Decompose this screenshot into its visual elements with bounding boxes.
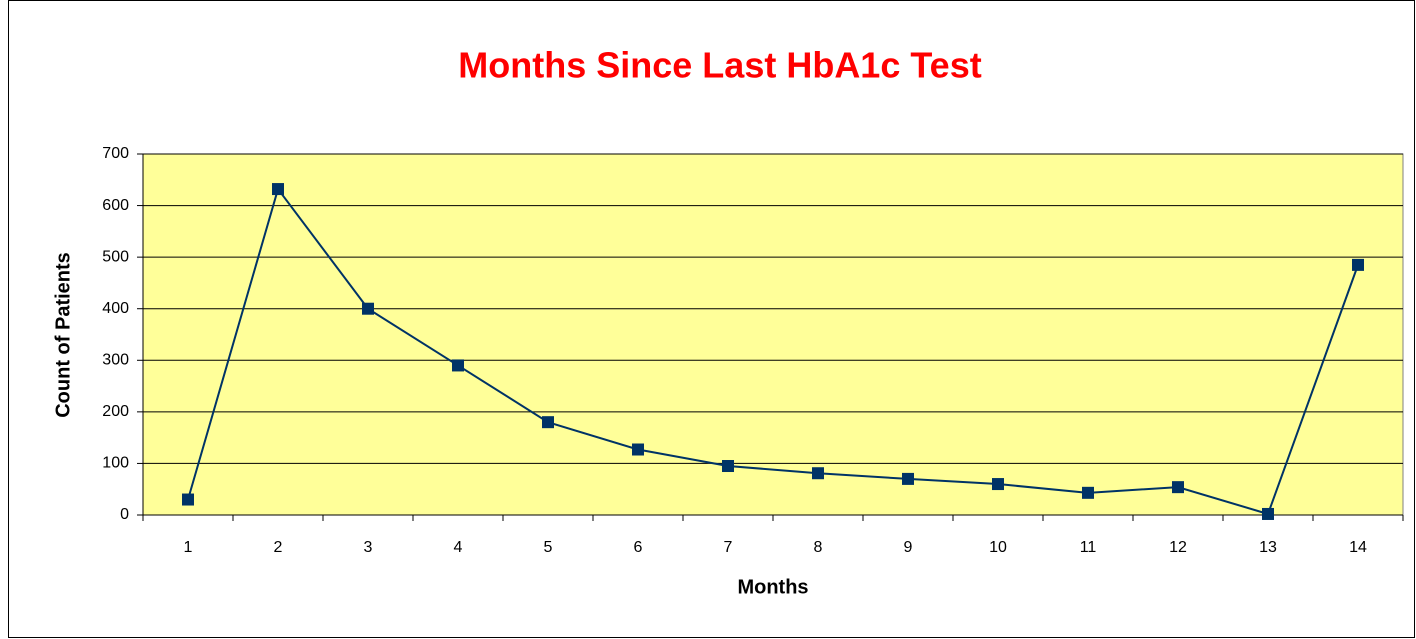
x-tick-label: 14: [1349, 539, 1367, 556]
x-tick-label: 13: [1259, 539, 1277, 556]
point-marker: [992, 478, 1004, 491]
x-tick-label: 9: [904, 539, 913, 556]
y-tick-label: 0: [120, 506, 129, 523]
x-tick-label: 2: [274, 539, 283, 556]
x-tick-label: 6: [634, 539, 643, 556]
point-marker: [722, 460, 734, 473]
x-tick-label: 10: [989, 539, 1007, 556]
x-tick-label: 3: [364, 539, 373, 556]
point-marker: [362, 302, 374, 315]
y-tick-label: 400: [102, 300, 129, 317]
y-tick-label: 500: [102, 248, 129, 265]
y-tick-label: 700: [102, 145, 129, 162]
chart-title: Months Since Last HbA1c Test: [458, 45, 981, 86]
x-tick-label: 11: [1080, 539, 1097, 556]
point-marker: [902, 472, 914, 485]
y-tick-label: 100: [102, 455, 129, 472]
y-tick-label: 200: [102, 403, 129, 420]
point-marker: [542, 416, 554, 429]
point-marker: [182, 493, 194, 506]
x-axis-label: Months: [737, 576, 808, 598]
point-marker: [272, 183, 284, 196]
point-marker: [452, 359, 464, 372]
x-tick-label: 4: [454, 539, 463, 556]
x-tick-label: 7: [724, 539, 733, 556]
x-tick-label: 12: [1169, 539, 1187, 556]
point-marker: [812, 467, 824, 480]
y-axis-label: Count of Patients: [52, 252, 74, 418]
plot-area: [142, 153, 1404, 516]
point-marker: [1082, 486, 1094, 499]
point-marker: [1262, 507, 1274, 520]
y-tick-label: 300: [102, 352, 129, 369]
y-tick-label: 600: [102, 197, 129, 214]
series-line: [187, 186, 1359, 516]
x-tick-label: 8: [814, 539, 823, 556]
x-tick-label: 5: [544, 539, 553, 556]
point-marker: [1172, 481, 1184, 494]
x-tick-label: 1: [184, 539, 193, 556]
point-marker: [632, 443, 644, 456]
point-marker: [1352, 258, 1364, 271]
